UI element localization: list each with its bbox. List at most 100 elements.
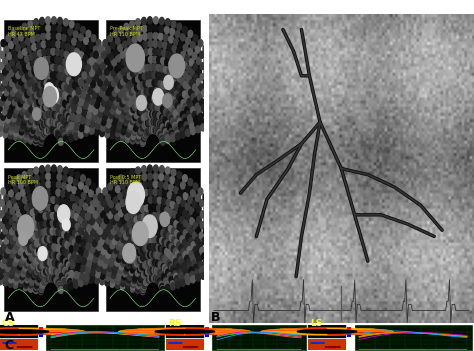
Circle shape xyxy=(18,100,23,107)
Circle shape xyxy=(148,173,153,180)
Circle shape xyxy=(161,125,166,132)
Circle shape xyxy=(105,131,109,138)
Circle shape xyxy=(177,242,182,249)
Circle shape xyxy=(115,65,119,72)
Circle shape xyxy=(57,25,62,32)
Circle shape xyxy=(128,62,133,69)
Circle shape xyxy=(136,285,140,292)
Circle shape xyxy=(213,105,218,112)
Circle shape xyxy=(29,281,34,288)
Circle shape xyxy=(13,65,18,72)
Circle shape xyxy=(52,17,56,24)
Circle shape xyxy=(195,103,200,110)
Circle shape xyxy=(138,42,143,49)
Circle shape xyxy=(83,255,88,262)
Circle shape xyxy=(62,214,66,221)
Circle shape xyxy=(188,196,192,204)
Circle shape xyxy=(216,213,220,220)
Circle shape xyxy=(93,51,98,58)
Circle shape xyxy=(144,260,149,267)
Circle shape xyxy=(221,265,226,272)
Circle shape xyxy=(189,238,193,245)
Circle shape xyxy=(39,262,44,269)
Circle shape xyxy=(13,224,17,231)
Circle shape xyxy=(172,88,176,95)
Circle shape xyxy=(25,81,29,89)
Circle shape xyxy=(36,99,41,106)
Circle shape xyxy=(114,267,118,274)
Circle shape xyxy=(106,211,110,218)
Circle shape xyxy=(153,32,158,40)
Circle shape xyxy=(42,121,46,128)
Circle shape xyxy=(42,279,46,286)
Circle shape xyxy=(3,79,8,86)
Circle shape xyxy=(54,260,58,267)
Circle shape xyxy=(19,232,28,245)
Circle shape xyxy=(163,247,167,254)
Circle shape xyxy=(117,220,122,227)
FancyBboxPatch shape xyxy=(205,333,209,335)
Circle shape xyxy=(55,129,59,136)
Circle shape xyxy=(48,274,53,282)
Circle shape xyxy=(172,256,176,263)
Circle shape xyxy=(166,84,171,91)
Circle shape xyxy=(137,34,142,41)
Circle shape xyxy=(65,271,70,278)
FancyBboxPatch shape xyxy=(4,168,98,311)
Circle shape xyxy=(157,130,162,137)
Circle shape xyxy=(142,18,146,25)
Circle shape xyxy=(41,131,46,138)
Circle shape xyxy=(113,115,118,122)
Circle shape xyxy=(177,84,182,92)
Circle shape xyxy=(120,182,125,189)
Circle shape xyxy=(171,283,175,290)
Circle shape xyxy=(27,120,32,127)
Circle shape xyxy=(116,55,120,62)
Circle shape xyxy=(41,80,46,87)
Circle shape xyxy=(0,124,3,131)
Wedge shape xyxy=(185,331,251,334)
Circle shape xyxy=(150,126,155,133)
Circle shape xyxy=(64,121,69,128)
Circle shape xyxy=(109,260,113,267)
Circle shape xyxy=(9,123,14,130)
Circle shape xyxy=(87,119,91,126)
Circle shape xyxy=(82,72,86,79)
Circle shape xyxy=(182,239,187,246)
FancyBboxPatch shape xyxy=(308,339,346,350)
Circle shape xyxy=(165,258,170,265)
Circle shape xyxy=(50,236,55,243)
Circle shape xyxy=(124,105,128,112)
Circle shape xyxy=(120,99,125,106)
Circle shape xyxy=(177,267,182,274)
Circle shape xyxy=(84,126,89,133)
Circle shape xyxy=(128,122,133,130)
Text: RS: RS xyxy=(168,319,181,328)
Circle shape xyxy=(170,130,174,138)
Circle shape xyxy=(94,274,99,281)
Circle shape xyxy=(50,251,54,258)
Circle shape xyxy=(86,225,91,232)
Circle shape xyxy=(167,192,172,199)
Circle shape xyxy=(154,165,158,172)
Circle shape xyxy=(28,118,33,125)
FancyBboxPatch shape xyxy=(205,331,209,333)
Circle shape xyxy=(18,134,23,141)
Circle shape xyxy=(55,112,60,119)
Circle shape xyxy=(97,244,101,251)
Circle shape xyxy=(109,98,114,105)
Circle shape xyxy=(149,212,154,219)
Circle shape xyxy=(85,224,89,231)
Circle shape xyxy=(68,53,73,60)
Circle shape xyxy=(170,177,174,184)
Circle shape xyxy=(187,247,191,254)
Circle shape xyxy=(93,269,98,276)
Circle shape xyxy=(126,261,131,268)
Circle shape xyxy=(46,259,51,266)
Circle shape xyxy=(149,227,154,235)
Circle shape xyxy=(80,114,84,122)
Circle shape xyxy=(90,98,95,105)
Circle shape xyxy=(102,205,107,212)
Circle shape xyxy=(174,91,179,98)
Circle shape xyxy=(156,269,161,276)
